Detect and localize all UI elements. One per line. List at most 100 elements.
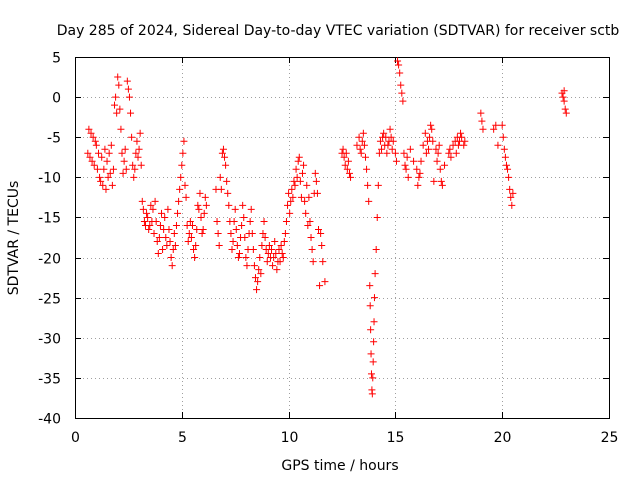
data-point bbox=[182, 193, 190, 201]
data-point bbox=[197, 213, 205, 221]
y-axis-label: SDTVAR / TECUs bbox=[6, 181, 22, 296]
data-point bbox=[86, 153, 94, 161]
data-point bbox=[85, 125, 93, 133]
data-point bbox=[128, 133, 136, 141]
data-point bbox=[507, 193, 515, 201]
data-point bbox=[425, 145, 433, 153]
data-point bbox=[562, 109, 570, 117]
data-point bbox=[199, 225, 207, 233]
data-point bbox=[478, 117, 486, 125]
data-point bbox=[215, 242, 223, 250]
data-point bbox=[268, 246, 276, 254]
data-point bbox=[139, 205, 147, 213]
data-point bbox=[153, 238, 161, 246]
data-point bbox=[179, 149, 187, 157]
y-tick-label: -35 bbox=[38, 372, 61, 388]
data-point bbox=[490, 125, 498, 133]
data-point bbox=[269, 262, 277, 270]
data-point bbox=[191, 254, 199, 262]
data-point bbox=[291, 181, 299, 189]
data-point bbox=[406, 145, 414, 153]
data-point bbox=[259, 229, 267, 237]
data-point bbox=[380, 129, 388, 137]
data-point bbox=[115, 81, 123, 89]
data-point bbox=[361, 153, 369, 161]
data-point bbox=[403, 153, 411, 161]
data-point bbox=[246, 217, 254, 225]
x-tick-label: 20 bbox=[494, 430, 512, 446]
data-point bbox=[386, 125, 394, 133]
data-point bbox=[167, 254, 175, 262]
y-axis: 5 0 -5 -10 -15 -20 -25 -30 -35 -40 bbox=[38, 51, 609, 428]
data-point bbox=[289, 193, 297, 201]
data-point bbox=[119, 169, 127, 177]
data-point bbox=[277, 242, 285, 250]
data-point bbox=[239, 201, 247, 209]
data-point bbox=[155, 234, 163, 241]
data-point bbox=[276, 258, 284, 266]
data-point bbox=[368, 390, 376, 398]
x-tick-label: 15 bbox=[387, 430, 405, 446]
data-point bbox=[559, 93, 567, 101]
data-point bbox=[224, 189, 232, 197]
data-point bbox=[353, 141, 361, 149]
data-point bbox=[193, 225, 201, 233]
data-point bbox=[367, 350, 375, 358]
data-point bbox=[317, 229, 325, 237]
data-point bbox=[371, 270, 379, 278]
data-point bbox=[219, 145, 227, 153]
data-point bbox=[426, 133, 434, 141]
data-point bbox=[416, 169, 424, 177]
data-point bbox=[502, 161, 510, 169]
data-point bbox=[339, 145, 347, 153]
data-point bbox=[125, 93, 133, 101]
data-point bbox=[233, 242, 241, 250]
data-point bbox=[410, 157, 418, 165]
data-point bbox=[242, 254, 250, 262]
data-point bbox=[264, 250, 272, 258]
data-point bbox=[93, 165, 101, 173]
data-point bbox=[138, 197, 146, 205]
data-point bbox=[96, 173, 104, 181]
data-point bbox=[228, 246, 236, 254]
data-point bbox=[404, 173, 412, 181]
data-point bbox=[399, 97, 407, 105]
data-point bbox=[202, 201, 210, 209]
data-point bbox=[357, 149, 365, 157]
data-point bbox=[172, 221, 180, 229]
data-point bbox=[240, 213, 248, 221]
data-point bbox=[355, 133, 363, 141]
data-point bbox=[436, 165, 444, 173]
data-point bbox=[345, 169, 353, 177]
data-point bbox=[256, 254, 264, 262]
data-point bbox=[389, 137, 397, 145]
data-point bbox=[186, 217, 194, 225]
data-point bbox=[270, 254, 278, 262]
data-point bbox=[174, 209, 182, 217]
data-point bbox=[370, 338, 378, 346]
data-point bbox=[343, 165, 351, 173]
data-point bbox=[99, 181, 107, 189]
data-point bbox=[494, 141, 502, 149]
data-point bbox=[316, 282, 324, 290]
data-point bbox=[231, 205, 239, 213]
data-point bbox=[116, 105, 124, 113]
data-point bbox=[309, 258, 317, 266]
data-point bbox=[344, 157, 352, 165]
data-point bbox=[378, 145, 386, 153]
data-point bbox=[181, 181, 189, 189]
data-point bbox=[441, 161, 449, 169]
data-point bbox=[396, 69, 404, 77]
data-point bbox=[452, 149, 460, 157]
data-point bbox=[178, 161, 186, 169]
data-point bbox=[185, 229, 193, 237]
data-point bbox=[447, 153, 455, 161]
data-point bbox=[359, 129, 367, 137]
data-point bbox=[238, 221, 246, 229]
data-point bbox=[435, 141, 443, 149]
data-point bbox=[101, 145, 109, 153]
data-point bbox=[144, 213, 152, 221]
data-point bbox=[184, 238, 192, 246]
data-point bbox=[89, 133, 97, 141]
data-point bbox=[395, 61, 403, 69]
